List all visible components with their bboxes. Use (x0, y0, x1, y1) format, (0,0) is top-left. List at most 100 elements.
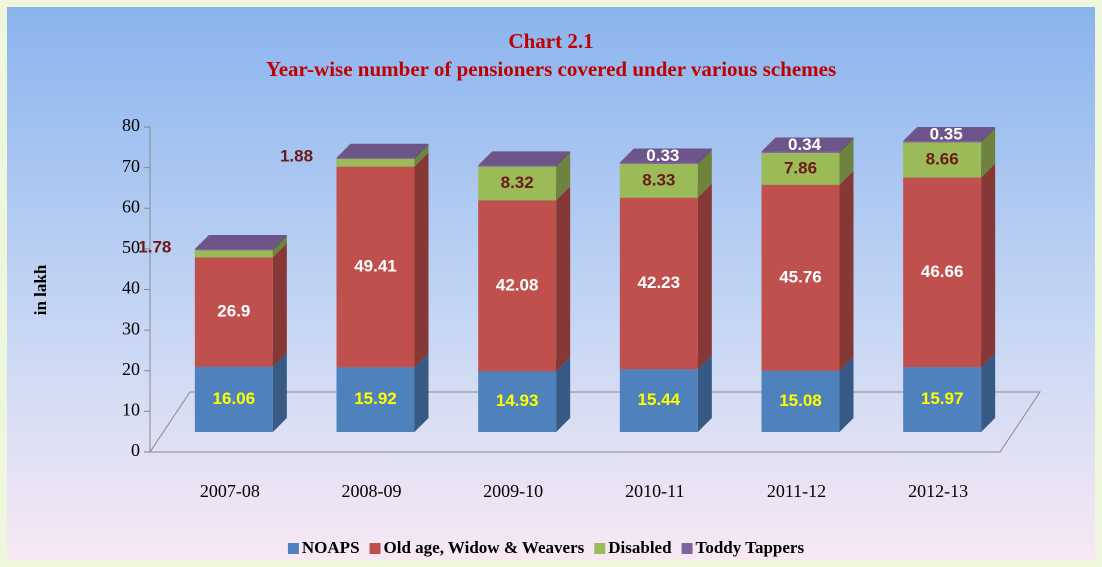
data-label: 14.93 (496, 391, 539, 410)
bar-front (194, 249, 273, 251)
bar-side (839, 138, 854, 185)
bar-side (839, 356, 854, 432)
bar-top (194, 235, 287, 250)
bar-front (336, 157, 415, 159)
y-tick-label: 60 (122, 196, 140, 216)
bar-front (761, 152, 840, 185)
bar-side (556, 152, 571, 201)
x-tick-label: 2007-08 (200, 481, 260, 501)
bar-top (761, 137, 854, 152)
bar-side (414, 152, 429, 368)
bar-front (619, 163, 698, 198)
bar-side (981, 126, 996, 143)
bar-side (414, 144, 429, 167)
bar-segment (903, 163, 996, 368)
bar-segment (478, 151, 571, 167)
bar-segment (194, 243, 287, 367)
bar-front (903, 177, 982, 368)
data-label: 15.97 (921, 389, 964, 408)
data-label: 42.08 (496, 275, 539, 294)
bar-front (619, 197, 698, 370)
y-tick-label: 20 (122, 359, 140, 379)
chart-subtitle: Year-wise number of pensioners covered u… (266, 57, 836, 81)
y-tick-label: 10 (122, 400, 140, 420)
bar-side (556, 186, 571, 372)
bar-segment (336, 143, 429, 159)
bar-front (478, 200, 557, 372)
x-tick-label: 2011-12 (767, 481, 826, 501)
bar-segment (619, 183, 712, 370)
data-label: 0.35 (930, 124, 963, 143)
floor (149, 391, 1041, 453)
legend-label: Old age, Widow & Weavers (384, 538, 585, 557)
bar-top (903, 126, 996, 141)
data-label: 8.66 (926, 149, 959, 168)
data-label: 1.88 (280, 146, 313, 165)
bar-front (194, 257, 273, 367)
legend-label: Toddy Tappers (696, 538, 805, 557)
bar-side (272, 235, 287, 251)
x-tick-label: 2009-10 (483, 481, 543, 501)
bar-side (839, 170, 854, 371)
bar-side (272, 236, 287, 258)
bar-side (697, 148, 712, 164)
legend-swatch (594, 543, 606, 554)
bar-top (619, 148, 712, 163)
x-tick-label: 2012-13 (908, 481, 968, 501)
data-label: 45.76 (779, 267, 822, 286)
y-tick-label: 0 (131, 440, 140, 460)
legend: NOAPS Old age, Widow & Weavers Disabled Tod… (287, 538, 805, 557)
legend-swatch (681, 543, 693, 554)
bar-front (619, 162, 698, 164)
data-label: 42.23 (638, 273, 681, 292)
legend-label: NOAPS (302, 538, 360, 557)
bar-front (903, 142, 982, 178)
x-tick-label: 2010-11 (625, 481, 684, 501)
bar-front (619, 369, 698, 432)
bar-side (272, 352, 287, 432)
legend-label: Disabled (608, 538, 672, 557)
bar-segment (761, 137, 854, 153)
bar-side (697, 355, 712, 432)
legend-swatch (287, 543, 299, 554)
data-label: 1.78 (138, 237, 171, 256)
bar-side (839, 137, 854, 153)
y-axis-label: in lakh (31, 264, 50, 315)
bar-side (697, 183, 712, 370)
bar-side (414, 353, 429, 432)
bar-front (336, 367, 415, 432)
bar-side (414, 143, 429, 159)
data-label: 15.44 (638, 390, 681, 409)
bar-front (478, 165, 557, 167)
bar-front (903, 140, 982, 143)
y-tick-label: 30 (122, 318, 140, 338)
bar-segment (903, 126, 996, 143)
bar-front (336, 158, 415, 167)
bar-front (478, 166, 557, 201)
data-label: 8.33 (642, 170, 675, 189)
bar-side (981, 128, 996, 178)
y-tick-label: 40 (122, 278, 140, 298)
data-label: 16.06 (213, 389, 256, 408)
bar-side (981, 163, 996, 368)
bar-side (697, 149, 712, 198)
data-label: 15.08 (779, 391, 822, 410)
bar-front (761, 370, 840, 432)
data-label: 8.32 (501, 173, 534, 192)
bar-side (556, 151, 571, 167)
data-label: 15.92 (354, 389, 397, 408)
bar-side (981, 353, 996, 432)
bar-top (478, 151, 571, 166)
bar-segment (194, 235, 287, 251)
data-label: 26.9 (217, 302, 250, 321)
bar-front (761, 184, 840, 371)
data-label: 46.66 (921, 262, 964, 281)
legend-swatch (369, 543, 381, 554)
bar-front (761, 151, 840, 153)
bar-front (478, 371, 557, 432)
data-label: 0.34 (788, 135, 822, 154)
x-tick-label: 2008-09 (342, 481, 402, 501)
data-label: 49.41 (354, 256, 397, 275)
bar-segment (619, 148, 712, 164)
